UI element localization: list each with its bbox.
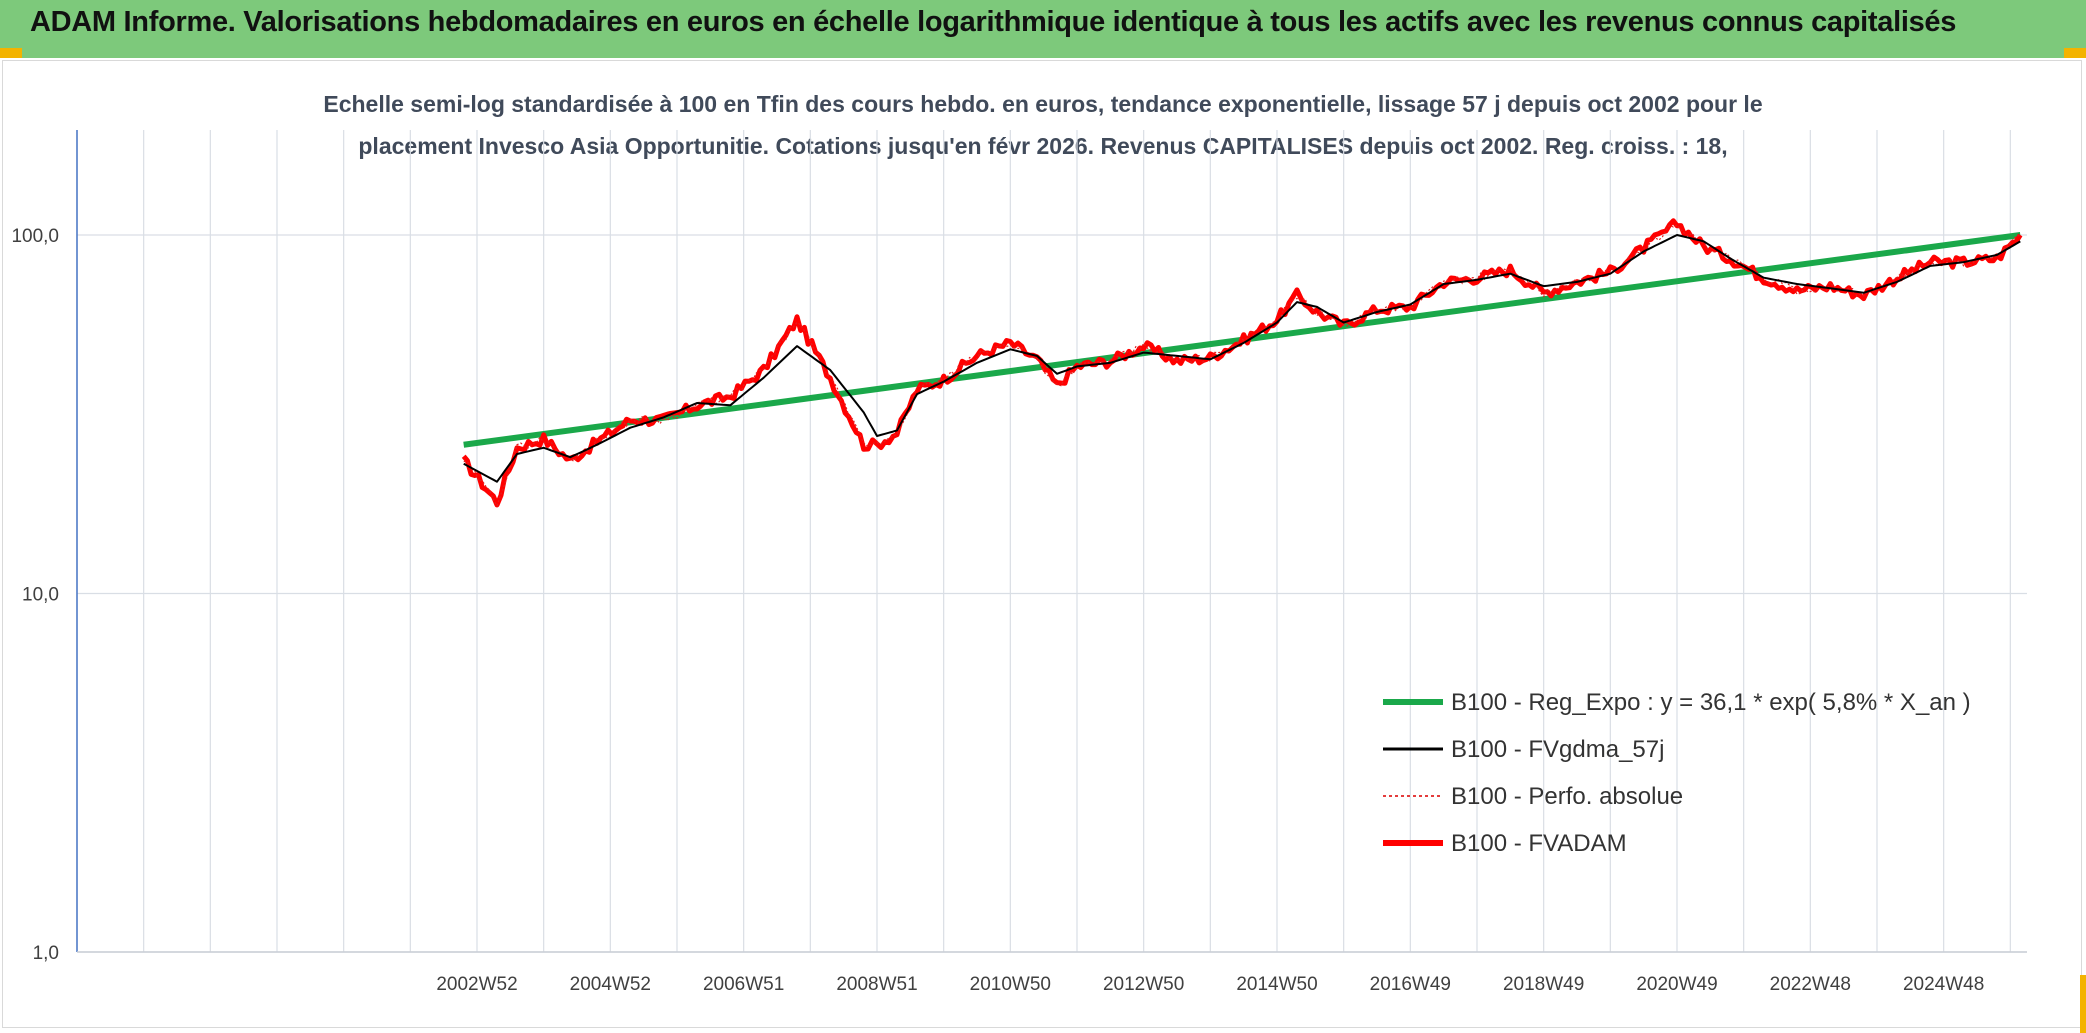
legend-item-perfo-absolue-label: B100 - Perfo. absolue: [1451, 783, 1683, 810]
page-title: ADAM Informe. Valorisations hebdomadaire…: [30, 6, 1957, 38]
x-tick-label: 2006W51: [703, 974, 784, 995]
x-tick-label: 2010W50: [970, 974, 1051, 995]
corner-marker-right: [2064, 48, 2086, 58]
x-tick-label: 2008W51: [836, 974, 917, 995]
axes: 100,0 10,0 1,0 2002W52 2004W52 2006W51 2008W51…: [11, 130, 2027, 995]
x-tick-label: 2020W49: [1636, 974, 1717, 995]
x-tick-label: 2016W49: [1370, 974, 1451, 995]
y-tick-label: 1,0: [33, 943, 59, 964]
title-banner: ADAM Informe. Valorisations hebdomadaire…: [0, 0, 2086, 58]
x-tick-label: 2014W50: [1236, 974, 1317, 995]
legend-item-reg-expo-label: B100 - Reg_Expo : y = 36,1 * exp( 5,8% *…: [1451, 689, 1971, 716]
edge-marker: [2080, 975, 2086, 1033]
x-tick-label: 2018W49: [1503, 974, 1584, 995]
x-tick-label: 2012W50: [1103, 974, 1184, 995]
series-lines: [461, 218, 2023, 508]
chart-subtitle-line-2: placement Invesco Asia Opportunitie. Cot…: [358, 133, 1727, 159]
series-line-fvadam: [461, 218, 2023, 508]
legend-item-fvgdma-label: B100 - FVgdma_57j: [1451, 736, 1664, 763]
x-tick-label: 2002W52: [436, 974, 517, 995]
y-tick-label: 10,0: [22, 585, 59, 606]
chart-frame: [2, 60, 2082, 1028]
series-line-fvgdma: [463, 234, 2021, 483]
y-tick-label: 100,0: [11, 226, 59, 247]
legend: B100 - Reg_Expo : y = 36,1 * exp( 5,8% *…: [1383, 689, 1971, 857]
x-tick-label: 2024W48: [1903, 974, 1984, 995]
legend-item-fvadam-label: B100 - FVADAM: [1451, 830, 1627, 857]
chart-subtitle-line-1: Echelle semi-log standardisée à 100 en T…: [323, 91, 1762, 117]
corner-marker-left: [0, 48, 22, 58]
grid: [77, 130, 2027, 953]
x-tick-label: 2004W52: [570, 974, 651, 995]
x-tick-label: 2022W48: [1770, 974, 1851, 995]
